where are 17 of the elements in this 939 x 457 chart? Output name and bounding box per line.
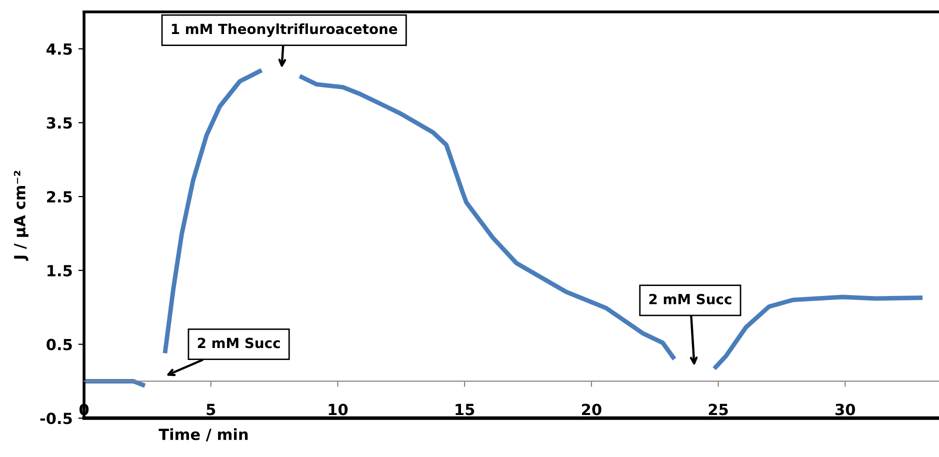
x-tick-label: 20 bbox=[582, 404, 602, 416]
y-tick-label: -0.5 bbox=[40, 412, 72, 424]
x-tick-label: 10 bbox=[328, 404, 348, 416]
x-tick-label: 30 bbox=[836, 404, 856, 416]
annotation: 2 mM Succ bbox=[649, 294, 732, 304]
x-tick-label: 15 bbox=[456, 404, 474, 416]
x-tick-label: 25 bbox=[708, 404, 728, 416]
y-axis-title: J / µA cm⁻² bbox=[14, 170, 28, 261]
y-tick-label: 4.5 bbox=[46, 43, 72, 55]
y-tick-label: 2.5 bbox=[47, 191, 72, 203]
x-tick-label: 5 bbox=[206, 404, 216, 416]
y-tick-label: 0.5 bbox=[46, 338, 72, 350]
x-axis-title: Time / min bbox=[158, 428, 248, 442]
y-tick-label: 3.5 bbox=[46, 117, 72, 129]
annotation: 2 mM Succ bbox=[198, 338, 280, 348]
y-tick-label: 1.5 bbox=[48, 265, 72, 276]
annotation: 1 mM Theonyltrifluroacetone bbox=[172, 23, 398, 37]
